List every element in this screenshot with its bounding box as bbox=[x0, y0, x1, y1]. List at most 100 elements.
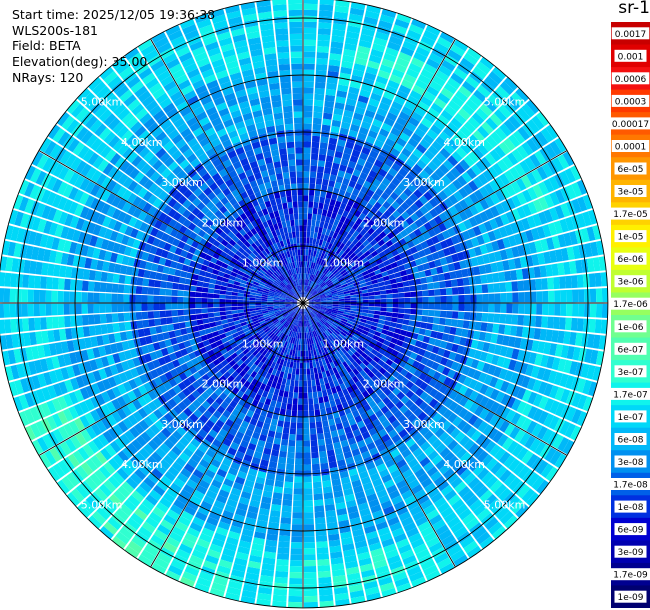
ppi-cell bbox=[515, 269, 524, 280]
ppi-cell bbox=[291, 225, 296, 232]
ppi-cell bbox=[450, 167, 461, 179]
ppi-cell bbox=[311, 275, 316, 282]
ppi-cell bbox=[409, 246, 418, 254]
ppi-cell bbox=[138, 175, 150, 187]
ppi-cell bbox=[383, 247, 391, 255]
ppi-cell bbox=[247, 264, 255, 271]
ppi-cell bbox=[502, 100, 516, 115]
ppi-cell bbox=[356, 100, 368, 110]
ppi-cell bbox=[526, 215, 537, 229]
ppi-cell bbox=[21, 289, 28, 303]
ppi-cell bbox=[199, 182, 209, 192]
ppi-cell bbox=[100, 90, 115, 104]
ppi-cell bbox=[291, 410, 297, 417]
ppi-cell bbox=[396, 137, 407, 148]
ppi-cell bbox=[367, 288, 374, 293]
ppi-cell bbox=[380, 191, 390, 201]
ppi-cell bbox=[368, 292, 375, 296]
ppi-cell bbox=[195, 292, 202, 298]
ppi-cell bbox=[292, 201, 298, 208]
ppi-cell bbox=[337, 275, 344, 281]
ppi-cell bbox=[160, 119, 173, 131]
ppi-cell bbox=[447, 155, 459, 167]
ppi-cell bbox=[250, 227, 258, 236]
ppi-cell bbox=[293, 500, 303, 507]
ppi-cell bbox=[309, 189, 315, 196]
ppi-cell bbox=[363, 260, 371, 267]
ppi-cell bbox=[489, 149, 502, 162]
ppi-cell bbox=[286, 257, 290, 264]
ppi-cell bbox=[274, 118, 284, 126]
ppi-cell bbox=[528, 241, 537, 254]
ppi-cell bbox=[504, 170, 516, 183]
ppi-cell bbox=[494, 176, 505, 189]
ppi-cell bbox=[293, 255, 297, 262]
ppi-cell bbox=[270, 237, 276, 245]
ppi-cell bbox=[320, 215, 326, 222]
ppi-cell bbox=[249, 297, 256, 301]
ppi-cell bbox=[370, 231, 379, 239]
ppi-cell bbox=[417, 234, 426, 243]
ppi-cell bbox=[316, 385, 322, 392]
ppi-cell bbox=[595, 288, 603, 303]
ppi-cell bbox=[315, 286, 321, 291]
ppi-cell bbox=[344, 295, 351, 299]
ppi-cell bbox=[420, 256, 429, 264]
ppi-cell bbox=[275, 570, 289, 578]
ppi-cell bbox=[179, 159, 190, 170]
ppi-cell bbox=[219, 298, 226, 303]
ppi-cell bbox=[289, 572, 303, 579]
ppi-cell bbox=[361, 166, 371, 175]
ppi-cell bbox=[480, 274, 488, 284]
ppi-cell bbox=[75, 107, 89, 122]
ppi-cell bbox=[431, 274, 439, 282]
ppi-cell bbox=[295, 159, 303, 166]
ppi-cell bbox=[275, 197, 282, 205]
ppi-cell bbox=[117, 303, 124, 313]
ppi-cell bbox=[167, 145, 179, 156]
ppi-cell bbox=[364, 72, 377, 81]
ppi-cell bbox=[326, 296, 333, 300]
ppi-cell bbox=[266, 125, 276, 134]
ppi-cell bbox=[215, 247, 223, 255]
ppi-cell bbox=[228, 16, 243, 26]
ppi-cell bbox=[521, 217, 531, 231]
ppi-cell bbox=[141, 295, 148, 303]
ppi-cell bbox=[511, 148, 524, 163]
ppi-cell bbox=[289, 385, 294, 393]
ppi-cell bbox=[234, 180, 243, 189]
ppi-cell bbox=[342, 286, 349, 290]
ppi-cell bbox=[123, 94, 137, 107]
ppi-cell bbox=[380, 255, 389, 262]
ppi-cell bbox=[328, 273, 334, 279]
ppi-cell bbox=[186, 153, 197, 164]
ppi-cell bbox=[304, 273, 306, 280]
ppi-cell bbox=[422, 290, 429, 297]
ppi-cell bbox=[201, 224, 210, 233]
ppi-cell bbox=[376, 133, 387, 143]
ppi-cell bbox=[257, 127, 267, 136]
ppi-cell bbox=[317, 570, 331, 578]
ppi-cell bbox=[324, 197, 331, 205]
ppi-cell bbox=[350, 123, 360, 133]
ppi-cell bbox=[299, 362, 303, 369]
ppi-cell bbox=[312, 283, 317, 289]
ppi-cell bbox=[545, 124, 559, 140]
ppi-cell bbox=[419, 169, 430, 180]
ppi-cell bbox=[297, 267, 300, 274]
ppi-cell bbox=[313, 481, 322, 489]
ppi-cell bbox=[247, 215, 255, 223]
ppi-cell bbox=[194, 51, 208, 63]
ppi-cell bbox=[447, 182, 458, 194]
ppi-cell bbox=[105, 313, 113, 323]
ppi-cell bbox=[276, 255, 282, 262]
ppi-cell bbox=[275, 565, 289, 572]
ppi-cell bbox=[488, 71, 503, 85]
ppi-cell bbox=[299, 291, 302, 298]
ppi-cell bbox=[204, 241, 213, 249]
ppi-cell bbox=[531, 115, 545, 130]
ppi-cell bbox=[420, 277, 428, 284]
ppi-cell bbox=[388, 167, 398, 177]
ppi-cell bbox=[59, 150, 72, 165]
ppi-cell bbox=[305, 338, 308, 345]
